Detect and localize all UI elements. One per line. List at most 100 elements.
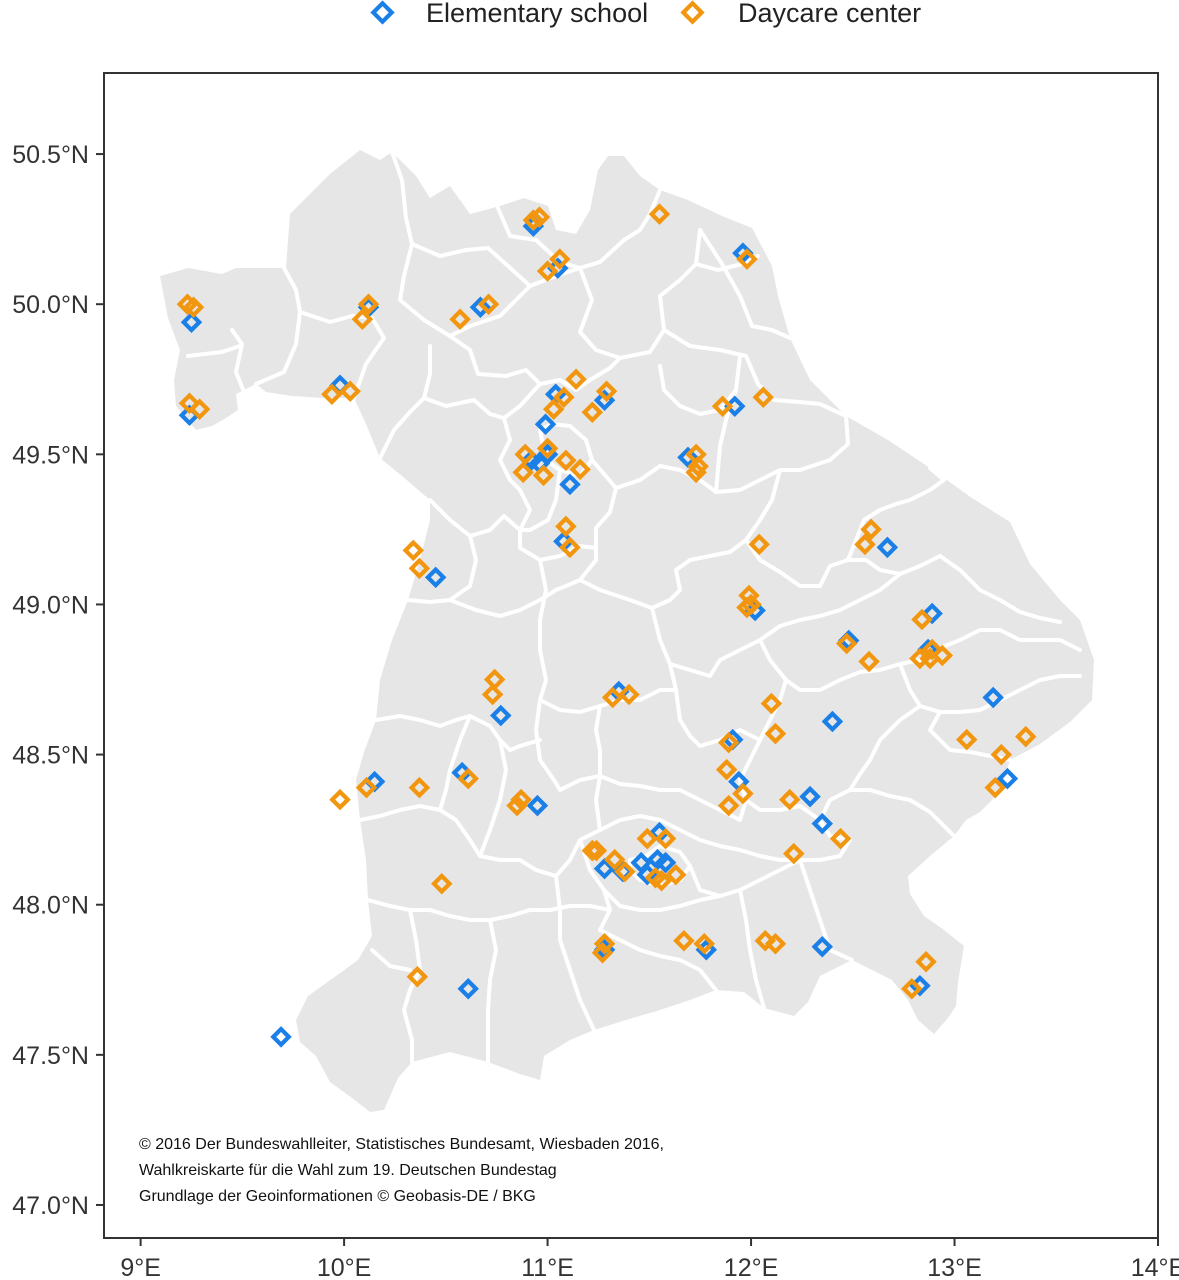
- marker-elementary-school: [270, 1026, 292, 1048]
- legend-label-elementary-school: Elementary school: [426, 0, 648, 28]
- marker-daycare-center: [764, 722, 787, 745]
- x-tick-label: 10°E: [317, 1254, 371, 1280]
- marker-daycare-center: [591, 942, 614, 964]
- marker-daycare-center: [188, 398, 211, 421]
- marker-daycare-center: [829, 827, 852, 850]
- marker-daycare-center: [585, 839, 608, 862]
- marker-daycare-center: [717, 731, 740, 754]
- constituency-borders: [186, 150, 1082, 1064]
- marker-daycare-center: [357, 293, 380, 315]
- y-tick-label: 49.5°N: [12, 441, 89, 469]
- x-tick-label: 12°E: [724, 1254, 778, 1280]
- marker-elementary-school: [724, 395, 746, 418]
- marker-daycare-center: [665, 863, 687, 886]
- marker-daycare-center: [457, 767, 479, 790]
- marker-daycare-center: [648, 203, 671, 225]
- marker-elementary-school: [490, 704, 512, 727]
- marker-daycare-center: [595, 380, 618, 403]
- marker-daycare-center: [603, 848, 626, 871]
- y-tick-label: 47.5°N: [12, 1042, 89, 1070]
- marker-daycare-center: [449, 308, 471, 330]
- marker-daycare-center: [752, 386, 775, 409]
- marker-daycare-center: [764, 932, 787, 955]
- marker-daycare-center: [783, 842, 805, 865]
- marker-elementary-school: [593, 857, 616, 880]
- plot-frame: [103, 72, 1159, 1239]
- marker-daycare-center: [481, 683, 504, 706]
- marker-elementary-school: [799, 785, 821, 808]
- x-tick-label: 13°E: [927, 1254, 981, 1280]
- marker-daycare-center: [581, 401, 604, 424]
- y-tick-label: 50.5°N: [12, 141, 89, 169]
- marker-daycare-center: [748, 533, 770, 556]
- marker-daycare-center: [555, 449, 577, 472]
- marker-daycare-center: [483, 668, 506, 691]
- marker-daycare-center: [351, 308, 374, 330]
- marker-elementary-school: [811, 812, 834, 835]
- y-tick-label: 48.5°N: [12, 742, 89, 770]
- map-credits: © 2016 Der Bundeswahlleiter, Statistisch…: [139, 1136, 664, 1205]
- marker-daycare-center: [510, 788, 532, 811]
- map-panel: [103, 72, 1159, 1239]
- marker-elementary-school: [982, 686, 1004, 709]
- marker-daycare-center: [693, 932, 715, 955]
- marker-daycare-center: [565, 368, 587, 391]
- marker-daycare-center: [736, 596, 758, 619]
- credit-line-2: Wahlkreiskarte für die Wahl zum 19. Deut…: [139, 1162, 557, 1179]
- marker-daycare-center: [860, 518, 882, 541]
- marker-daycare-center: [406, 966, 429, 988]
- y-tick-label: 48.0°N: [12, 892, 89, 920]
- marker-daycare-center: [618, 683, 640, 706]
- marker-daycare-center: [339, 380, 361, 403]
- marker-daycare-center: [736, 248, 758, 270]
- marker-elementary-school: [526, 794, 549, 817]
- map-markers: [176, 203, 1037, 1048]
- marker-daycare-center: [536, 260, 559, 282]
- marker-elementary-school: [876, 536, 899, 559]
- marker-daycare-center: [984, 776, 1006, 799]
- marker-daycare-center: [569, 458, 591, 481]
- marker-daycare-center: [559, 536, 581, 559]
- marker-daycare-center: [477, 293, 500, 315]
- legend: Elementary school Daycare center: [370, 0, 921, 28]
- marker-daycare-center: [732, 782, 754, 805]
- y-tick-label: 50.0°N: [12, 291, 89, 319]
- marker-daycare-center: [760, 692, 783, 715]
- bavaria-region-shape: [160, 150, 1094, 1112]
- marker-daycare-center: [555, 515, 577, 538]
- marker-daycare-center: [854, 533, 876, 556]
- legend-label-daycare-center: Daycare center: [738, 0, 921, 28]
- marker-elementary-school: [424, 566, 447, 589]
- x-tick-label: 9°E: [120, 1254, 161, 1280]
- marker-elementary-school: [180, 311, 203, 333]
- marker-daycare-center: [931, 644, 954, 667]
- y-tick-label: 47.0°N: [12, 1192, 89, 1220]
- marker-elementary-school: [534, 413, 557, 436]
- marker-daycare-center: [1014, 725, 1037, 748]
- marker-elementary-school: [451, 761, 473, 784]
- credit-line-3: Grundlage der Geoinformationen © Geobasi…: [139, 1188, 536, 1205]
- legend-marker-daycare-icon: [680, 0, 705, 25]
- marker-elementary-school: [821, 710, 844, 733]
- legend-item-elementary-school: Elementary school: [370, 0, 648, 28]
- marker-daycare-center: [431, 872, 453, 895]
- marker-daycare-center: [321, 383, 343, 406]
- marker-daycare-center: [778, 788, 801, 811]
- marker-elementary-school: [654, 851, 677, 874]
- marker-daycare-center: [990, 743, 1013, 766]
- marker-daycare-center: [329, 788, 351, 811]
- marker-daycare-center: [715, 758, 738, 781]
- marker-daycare-center: [858, 650, 880, 673]
- marker-daycare-center: [532, 464, 555, 487]
- marker-daycare-center: [402, 539, 425, 562]
- marker-daycare-center: [717, 794, 740, 817]
- marker-daycare-center: [901, 978, 923, 1000]
- marker-daycare-center: [911, 608, 933, 631]
- marker-elementary-school: [457, 978, 479, 1000]
- marker-daycare-center: [644, 866, 667, 889]
- marker-daycare-center: [408, 557, 431, 580]
- marker-daycare-center: [636, 827, 659, 850]
- marker-elementary-school: [559, 473, 581, 496]
- marker-daycare-center: [654, 827, 677, 850]
- marker-daycare-center: [408, 776, 431, 799]
